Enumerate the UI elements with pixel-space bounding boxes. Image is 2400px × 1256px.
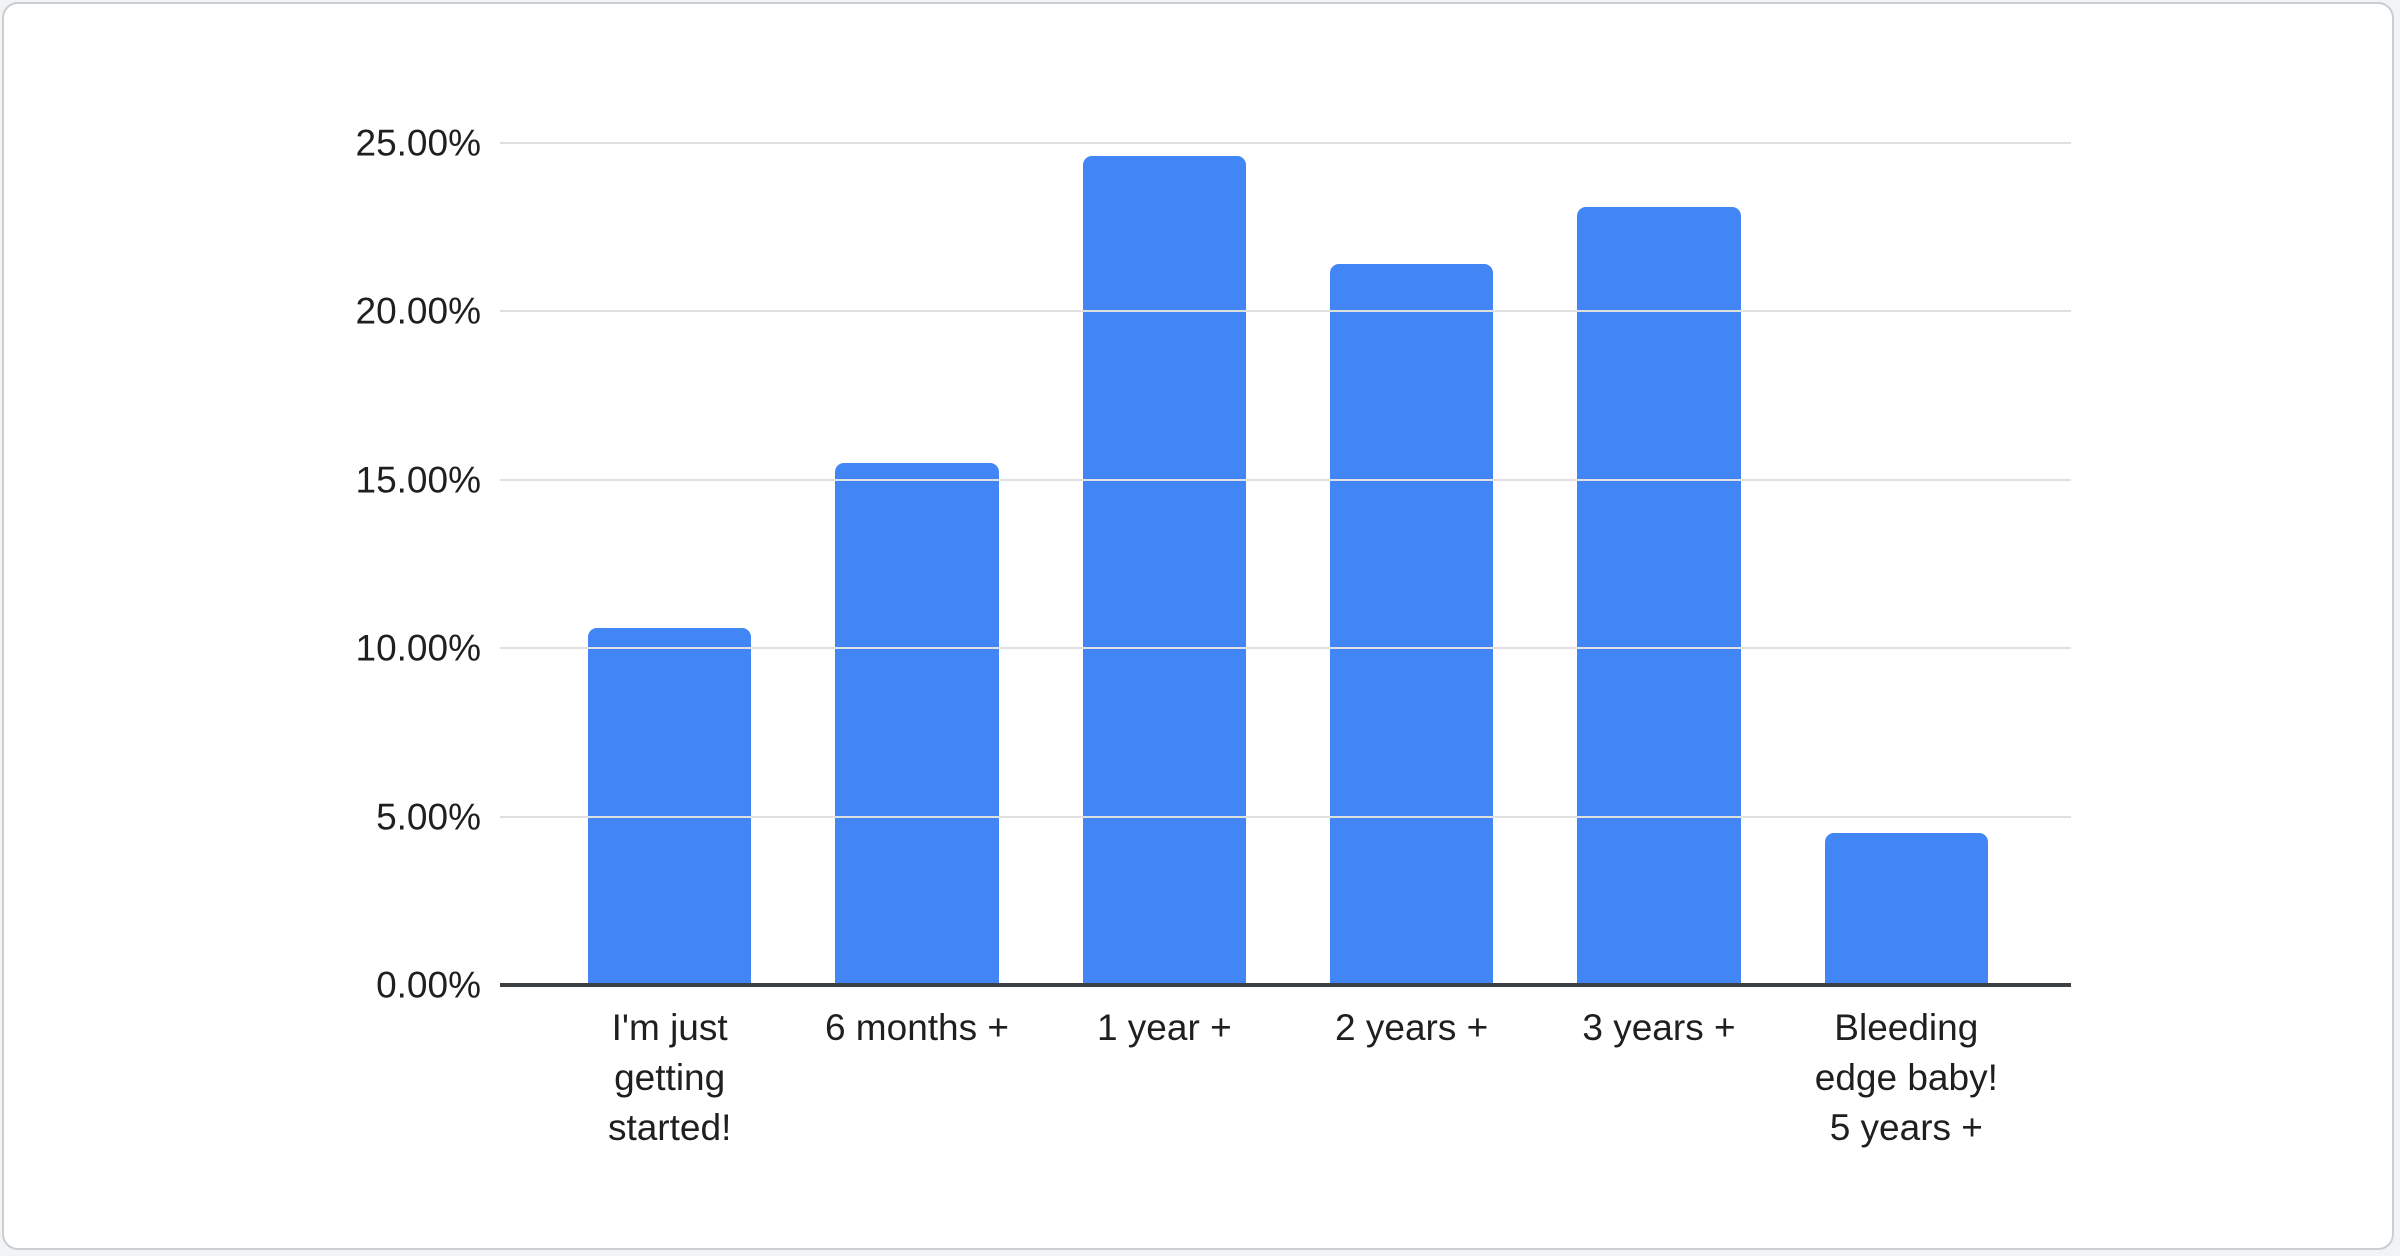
- bar-4: [1330, 264, 1494, 985]
- y-tick-label: 0.00%: [376, 964, 481, 1006]
- bar-slot: [1535, 143, 1782, 985]
- gridline: [500, 142, 2071, 144]
- bar-5: [1577, 207, 1741, 985]
- bar-slot: [546, 143, 793, 985]
- bar-6: [1824, 833, 1988, 985]
- y-tick-label: 25.00%: [355, 122, 482, 164]
- x-tick-label: Bleeding edge baby! 5 years +: [1814, 1007, 1998, 1148]
- bar-slot: [1783, 143, 2030, 985]
- y-tick-label: 15.00%: [355, 459, 482, 501]
- y-tick-label: 20.00%: [355, 290, 482, 332]
- x-tick-label: 6 months +: [824, 1007, 1010, 1048]
- x-tick-label: I'm just getting started!: [607, 1007, 732, 1148]
- gridline: [500, 310, 2071, 313]
- x-axis-line: [500, 983, 2071, 987]
- bar-1: [588, 628, 752, 985]
- x-tick-label: 3 years +: [1582, 1007, 1736, 1048]
- gridline: [500, 815, 2071, 818]
- bar-2: [835, 462, 999, 985]
- x-tick-label: 2 years +: [1335, 1007, 1489, 1048]
- plot-area: [500, 142, 2071, 987]
- bar-chart: 0.00% 5.00% 10.00% 15.00% 20.00% 25.00% I'm j…: [4, 4, 2392, 1248]
- gridline: [500, 647, 2071, 650]
- x-tick-label: 1 year +: [1096, 1007, 1232, 1048]
- x-axis-labels: I'm just getting started! 6 months + 1 yea…: [546, 1003, 2030, 1153]
- y-axis-labels: 0.00% 5.00% 10.00% 15.00% 20.00% 25.00%: [4, 125, 482, 1004]
- bar-slot: [1041, 143, 1288, 985]
- bar-3: [1082, 156, 1246, 985]
- y-tick-label: 5.00%: [376, 796, 481, 838]
- bar-slot: [1288, 143, 1535, 985]
- gridline: [500, 478, 2071, 481]
- y-tick-label: 10.00%: [355, 627, 482, 669]
- bars: [546, 143, 2030, 985]
- bar-slot: [793, 143, 1040, 985]
